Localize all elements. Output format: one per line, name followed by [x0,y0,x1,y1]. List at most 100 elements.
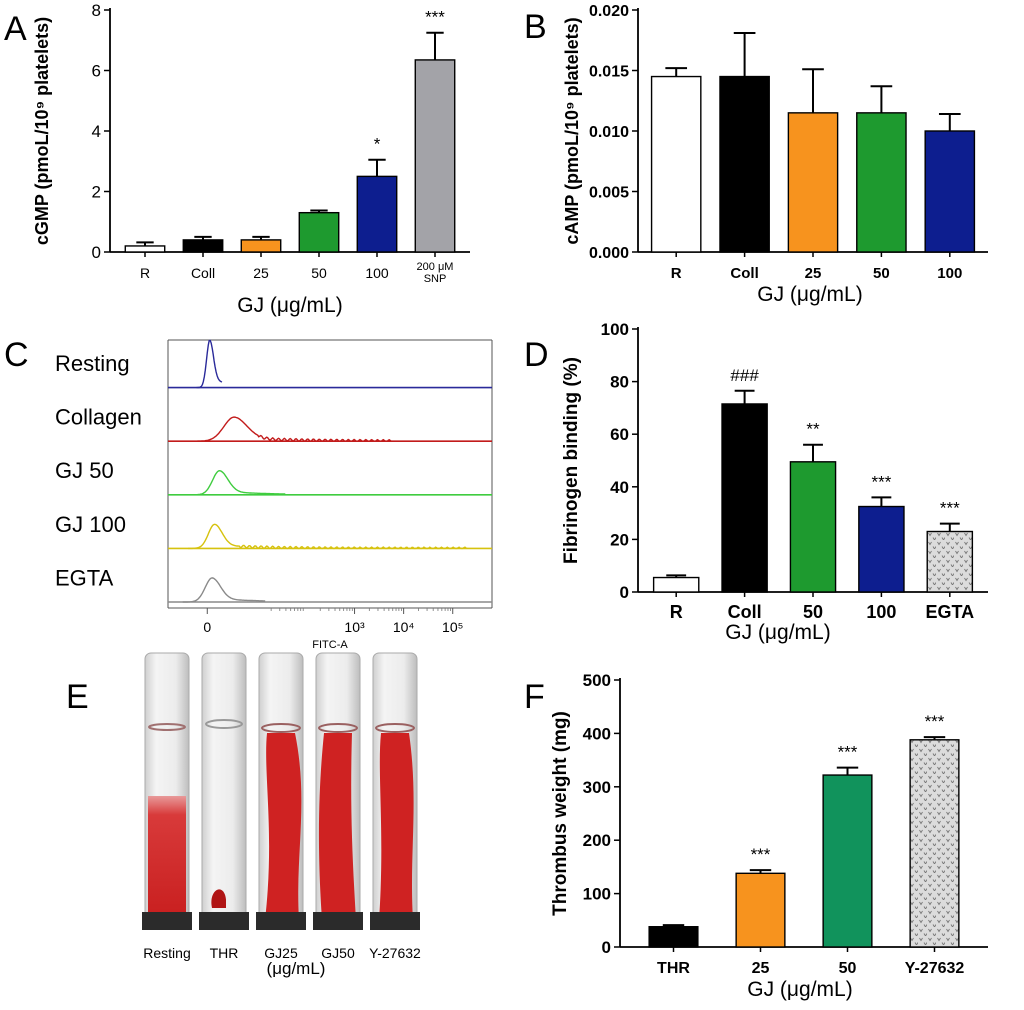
x-axis-title: FITC-A [312,639,348,651]
y-tick-label: 200 [583,831,611,850]
tube-base [199,912,249,930]
bar [182,239,224,253]
panel-label-b: B [524,8,547,46]
blood-column [318,733,356,920]
blood-column [148,796,186,922]
x-tick-label: R [671,265,682,282]
y-tick-label: 0 [602,938,611,957]
significance-label: *** [751,845,771,864]
x-tick-label: R [670,602,683,622]
x-tick-label: Coll [730,265,758,282]
bar [414,59,456,253]
x-tick-label: 100 [866,602,896,622]
y-tick-label: 60 [610,425,629,444]
meniscus [375,723,415,733]
chart-panel-a: 0 2 4 6 8 cGMP (pmoL/10⁹ platelets) R Coll 25 50 *… [32,1,470,317]
y-axis-title: cAMP (pmoL/10⁹ platelets) [562,17,582,244]
tube-photo-panel-e: Resting THR GJ25 GJ50 Y-27632 (μg/mL) [142,652,421,978]
bar [856,112,907,253]
tube-label: Resting [143,945,190,961]
panel-label-f: F [524,678,545,716]
sample-label: EGTA [55,565,114,590]
flow-histogram-panel-c: Resting Collagen GJ 50 GJ 100 EGTA 0 10³ 10⁴ 10⁵… [55,339,493,651]
blood-column [379,733,414,920]
y-axis-title: Fibrinogen binding (%) [561,357,582,564]
significance-label: *** [838,743,858,762]
histogram-curve [190,469,286,496]
x-tick-label: 50 [839,960,857,977]
chart-panel-b: 0.000 0.005 0.010 0.015 0.020 cAMP (pmoL/10⁹ … [562,3,988,306]
y-tick-label: 2 [92,183,101,202]
significance-label: *** [925,712,945,731]
significance-label: ### [730,366,759,385]
y-axis-title: Thrombus weight (mg) [550,711,571,916]
histogram-curve [188,523,468,550]
blood-clot [211,889,226,908]
x-tick-label: Coll [728,602,762,622]
bar [719,75,770,253]
significance-label: * [374,135,381,154]
x-tick-label: 50 [803,602,823,622]
x-tick-label: R [140,265,150,281]
x-tick-label: SNP [424,273,447,285]
x-tick-label: 10⁵ [442,619,463,635]
chart-panel-d: 0 20 40 60 80 100 Fibrinogen binding (%) R ### Co… [561,320,988,644]
y-tick-label: 300 [583,778,611,797]
meniscus [318,723,358,733]
x-tick-label: 25 [805,265,822,282]
tube-label: Y-27632 [369,945,421,961]
y-tick-label: 40 [610,478,629,497]
x-tick-label: 25 [752,960,770,977]
y-tick-label: 500 [583,671,611,690]
x-tick-label: THR [657,960,690,977]
x-tick-label: EGTA [925,602,974,622]
y-tick-label: 0.000 [589,245,629,262]
y-tick-label: 0.015 [589,64,629,81]
meniscus [261,723,301,733]
y-tick-label: 8 [92,1,101,20]
meniscus [148,723,186,731]
bar [787,112,839,253]
bar [124,245,166,253]
bar [789,461,837,593]
x-tick-label: 50 [873,265,890,282]
bar [648,926,699,948]
blood-column [265,733,302,920]
bar [298,211,340,253]
bar [926,530,974,593]
y-tick-label: 80 [610,373,629,392]
bar [652,576,700,593]
histogram-curve [196,339,223,389]
y-tick-label: 100 [601,320,629,339]
y-tick-label: 20 [610,530,629,549]
x-tick-label: 0 [203,619,211,635]
sample-label: GJ 50 [55,458,114,483]
tube-base [142,912,192,930]
x-tick-label: 100 [365,265,389,281]
histogram-curve [190,416,394,443]
x-tick-label: 50 [311,265,327,281]
significance-label: *** [871,472,891,491]
sample-label: Resting [55,351,130,376]
y-tick-label: 100 [583,885,611,904]
bar [240,239,282,253]
y-axis-title: cGMP (pmoL/10⁹ platelets) [32,17,52,245]
x-axis-title: GJ (μg/mL) [757,283,862,306]
tube-unit-label: (μg/mL) [267,959,326,978]
y-tick-label: 0.020 [589,3,629,20]
significance-label: *** [425,8,445,27]
x-tick-label: Y-27632 [905,960,965,977]
y-tick-label: 400 [583,724,611,743]
significance-label: ** [806,420,820,439]
y-tick-label: 0.005 [589,185,629,202]
histogram-curve [182,577,266,603]
x-tick-label: Coll [191,265,215,281]
tube-label: GJ50 [321,945,355,961]
tube-label: GJ25 [264,945,298,961]
y-tick-label: 0 [620,583,629,602]
bar [721,403,768,593]
tube-base [256,912,306,930]
meniscus [205,719,243,729]
y-tick-label: 6 [92,62,101,81]
